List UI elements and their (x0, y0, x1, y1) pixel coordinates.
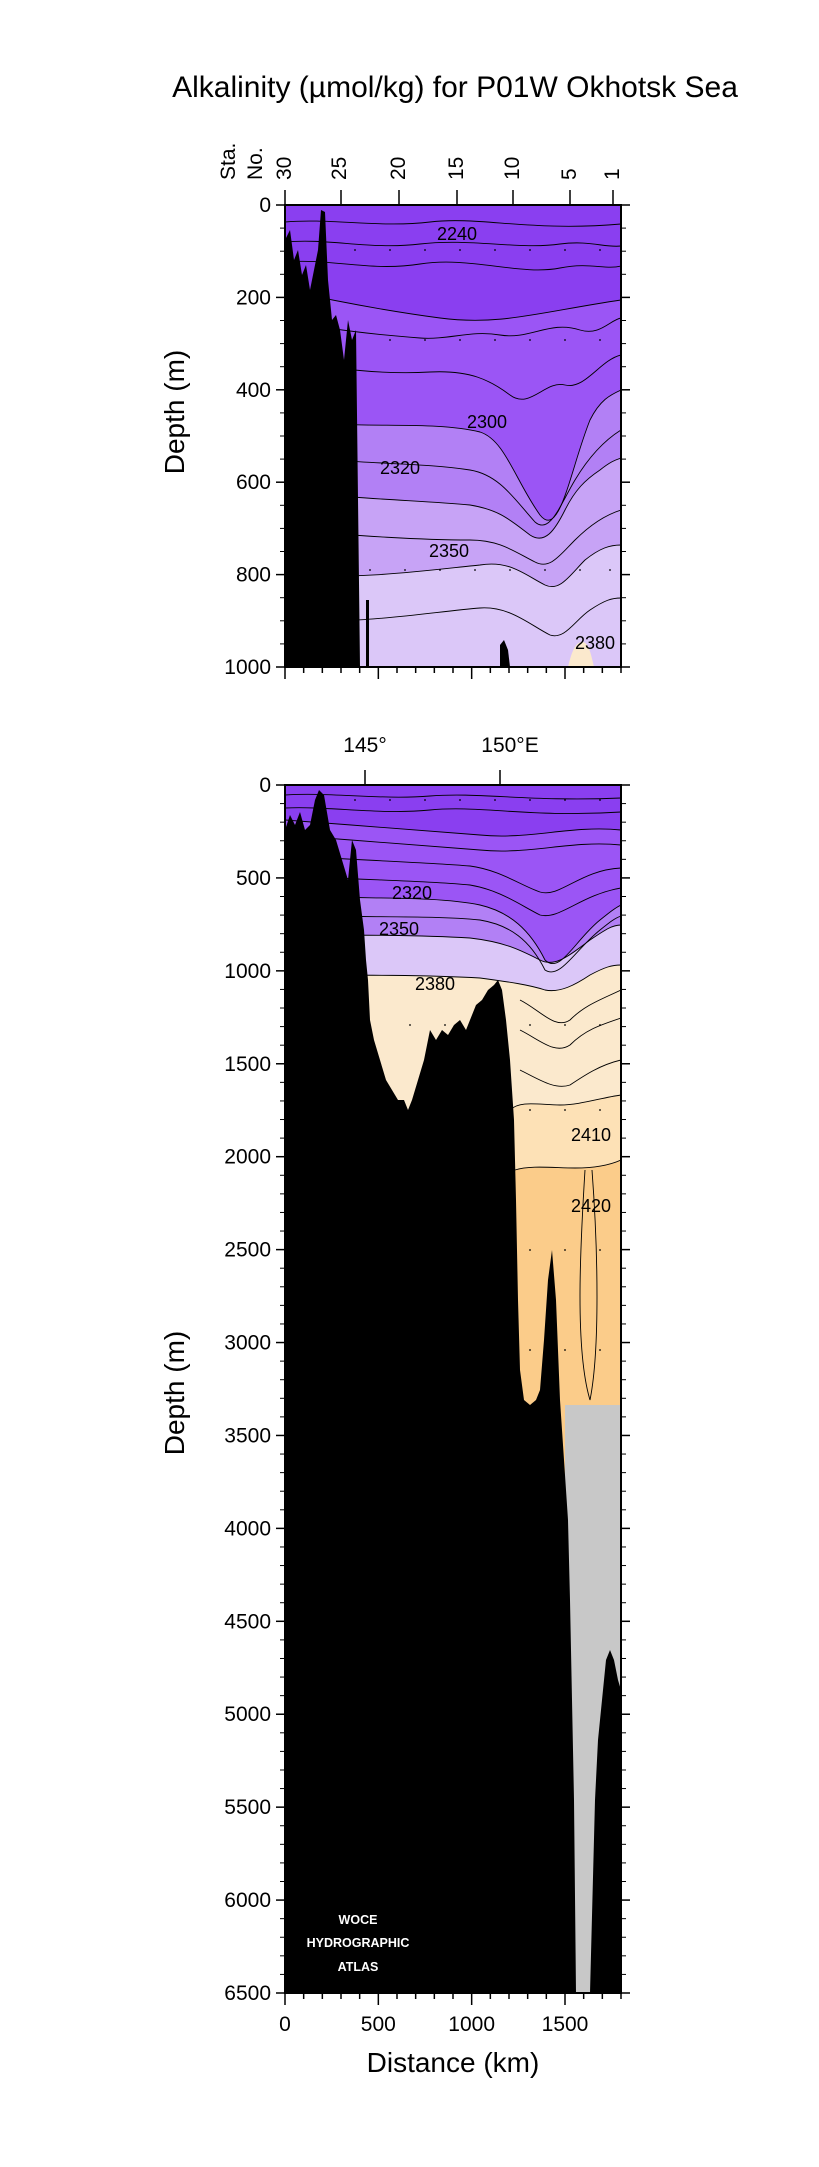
woce-logo: WOCE HYDROGRAPHIC ATLAS (307, 1913, 410, 1974)
longitude-tick-label: 145° (343, 734, 386, 757)
x-tick-label: 1500 (542, 2013, 589, 2036)
y-tick-label: 6000 (224, 1889, 271, 1912)
y-tick-label: 400 (236, 379, 271, 402)
lower-longitude-axis: 145° 150°E (343, 734, 539, 785)
upper-y-axis-label: Depth (m) (159, 350, 190, 474)
upper-y-ticks: 0 200 400 600 800 1000 (224, 194, 630, 679)
lower-contour-label: 2320 (392, 883, 432, 903)
station-tick-label: 30 (273, 157, 296, 180)
lower-contours (285, 793, 621, 1401)
upper-contour-labels: 2240 2300 2320 2350 2380 (380, 224, 615, 653)
y-tick-label: 5000 (224, 1703, 271, 1726)
upper-contours (285, 220, 621, 637)
upper-land-spike (366, 600, 369, 667)
longitude-tick-label: 150°E (481, 734, 538, 757)
x-tick-label: 0 (279, 2013, 291, 2036)
station-tick-label: 1 (601, 168, 624, 180)
y-tick-label: 6500 (224, 1982, 271, 2005)
y-tick-label: 0 (259, 194, 271, 217)
upper-x-ticks (284, 667, 622, 679)
x-tick-label: 1000 (448, 2013, 495, 2036)
lower-contour-label: 2410 (571, 1125, 611, 1145)
upper-panel: 2240 2300 2320 2350 2380 Sta. No. 30 25 … (159, 143, 630, 679)
lower-panel: 2320 2350 2380 2410 2420 145° 150°E Dept… (159, 734, 630, 2078)
y-tick-label: 1500 (224, 1053, 271, 1076)
upper-contour-label: 2320 (380, 458, 420, 478)
y-tick-label: 600 (236, 471, 271, 494)
x-tick-label: 500 (361, 2013, 396, 2036)
y-tick-label: 1000 (224, 960, 271, 983)
lower-y-axis-label: Depth (m) (159, 1331, 190, 1455)
x-axis-label: Distance (km) (367, 2047, 540, 2078)
logo-line-atlas: ATLAS (338, 1960, 379, 1974)
y-tick-label: 800 (236, 564, 271, 587)
station-tick-label: 25 (328, 157, 351, 180)
upper-land (285, 210, 360, 667)
lower-x-ticks: 0 500 1000 1500 (279, 1993, 622, 2036)
upper-band-6 (568, 642, 594, 667)
upper-contour-label: 2380 (575, 633, 615, 653)
lower-y-ticks: 0 500 1000 1500 2000 2500 3000 3500 4000 4500 5000… (224, 774, 630, 2005)
lower-right-wall (590, 1650, 621, 1993)
upper-contour-label: 2240 (437, 224, 477, 244)
station-axis-label-line1: Sta. (217, 143, 240, 180)
y-tick-label: 5500 (224, 1796, 271, 1819)
lower-contour-label: 2380 (415, 974, 455, 994)
lower-sample-dots (319, 799, 601, 1351)
station-axis-label-line2: No. (244, 147, 267, 180)
station-tick-label: 5 (558, 168, 581, 180)
y-tick-label: 4000 (224, 1517, 271, 1540)
station-tick-label: 10 (501, 157, 524, 180)
logo-line-hydrographic: HYDROGRAPHIC (307, 1936, 410, 1950)
upper-contour-label: 2350 (429, 541, 469, 561)
upper-station-axis: Sta. No. 30 25 20 15 10 5 1 (217, 143, 624, 205)
y-tick-label: 200 (236, 286, 271, 309)
y-tick-label: 4500 (224, 1610, 271, 1633)
y-tick-label: 2000 (224, 1146, 271, 1169)
lower-contour-labels: 2320 2350 2380 2410 2420 (379, 883, 611, 1216)
y-tick-label: 500 (236, 867, 271, 890)
chart-title: Alkalinity (µmol/kg) for P01W Okhotsk Se… (172, 71, 738, 104)
logo-line-woce: WOCE (339, 1913, 378, 1927)
y-tick-label: 2500 (224, 1239, 271, 1262)
upper-contour-label: 2300 (467, 412, 507, 432)
y-tick-label: 3500 (224, 1424, 271, 1447)
station-tick-label: 15 (445, 157, 468, 180)
lower-contour-label: 2420 (571, 1196, 611, 1216)
y-tick-label: 0 (259, 774, 271, 797)
lower-contour-label: 2350 (379, 919, 419, 939)
y-tick-label: 1000 (224, 656, 271, 679)
station-tick-label: 20 (387, 157, 410, 180)
y-tick-label: 3000 (224, 1332, 271, 1355)
lower-land (285, 790, 576, 1993)
upper-seamount (500, 640, 510, 667)
